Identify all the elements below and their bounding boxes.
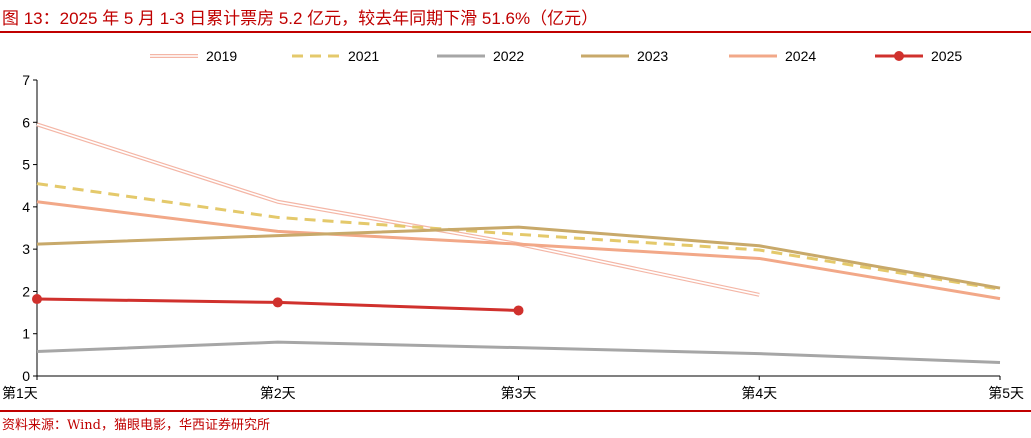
series-line-2021 <box>36 182 1001 291</box>
y-tick-label: 3 <box>22 241 30 257</box>
series-line-2024 <box>36 200 1001 301</box>
plot-area <box>32 122 1001 364</box>
data-point-2025 <box>32 294 42 305</box>
title-divider <box>0 31 1031 33</box>
y-tick-label: 1 <box>22 326 30 342</box>
x-tick-label: 第4天 <box>741 385 777 401</box>
x-tick-label: 第3天 <box>501 385 537 401</box>
y-axis: 0 1 2 3 4 5 6 7 <box>22 72 38 384</box>
y-tick-label: 5 <box>22 157 30 173</box>
figure-title: 图 13：2025 年 5 月 1-3 日累计票房 5.2 亿元，较去年同期下滑… <box>2 9 599 28</box>
series-line-2022 <box>36 340 1001 364</box>
source-note: 资料来源：Wind，猫眼电影，华西证券研究所 <box>2 418 270 433</box>
legend-item-2021: 2021 <box>292 48 379 64</box>
data-point-2025 <box>513 305 524 316</box>
series-line-2019 <box>36 122 760 297</box>
series-line-2023 <box>36 225 1001 290</box>
legend-label: 2025 <box>931 48 962 64</box>
footer-divider <box>0 410 1031 412</box>
legend-item-2025: 2025 <box>875 48 962 64</box>
x-tick-label: 第1天 <box>2 385 38 401</box>
x-tick-label: 第5天 <box>988 385 1024 401</box>
data-point-2025 <box>272 297 283 308</box>
series-line-inner-2019 <box>36 123 760 296</box>
legend-item-2022: 2022 <box>437 48 524 64</box>
legend-label: 2022 <box>493 48 524 64</box>
legend-item-2023: 2023 <box>581 48 668 64</box>
series-2022 <box>36 340 1001 364</box>
legend-label: 2023 <box>637 48 668 64</box>
legend-item-2019: 2019 <box>150 48 237 64</box>
series-2019 <box>36 122 760 297</box>
series-2024 <box>36 200 1001 301</box>
series-2021 <box>36 182 1001 291</box>
legend-marker <box>894 51 904 61</box>
chart-legend: 2019 2021 2022 2023 2024 2025 <box>150 48 962 64</box>
line-chart: 2019 2021 2022 2023 2024 2025 0 1 2 3 4 5 6 7 第1天 第2天… <box>2 48 1024 401</box>
y-tick-label: 7 <box>22 72 30 88</box>
y-tick-label: 6 <box>22 114 30 130</box>
x-tick-label: 第2天 <box>260 385 296 401</box>
y-tick-label: 2 <box>22 283 30 299</box>
legend-label: 2021 <box>348 48 379 64</box>
legend-label: 2024 <box>785 48 816 64</box>
y-tick-label: 4 <box>22 199 30 215</box>
y-tick-label: 0 <box>22 368 30 384</box>
series-2025 <box>32 294 524 316</box>
series-2023 <box>36 225 1001 290</box>
legend-label: 2019 <box>206 48 237 64</box>
legend-item-2024: 2024 <box>729 48 816 64</box>
x-axis: 第1天 第2天 第3天 第4天 第5天 <box>2 375 1024 401</box>
